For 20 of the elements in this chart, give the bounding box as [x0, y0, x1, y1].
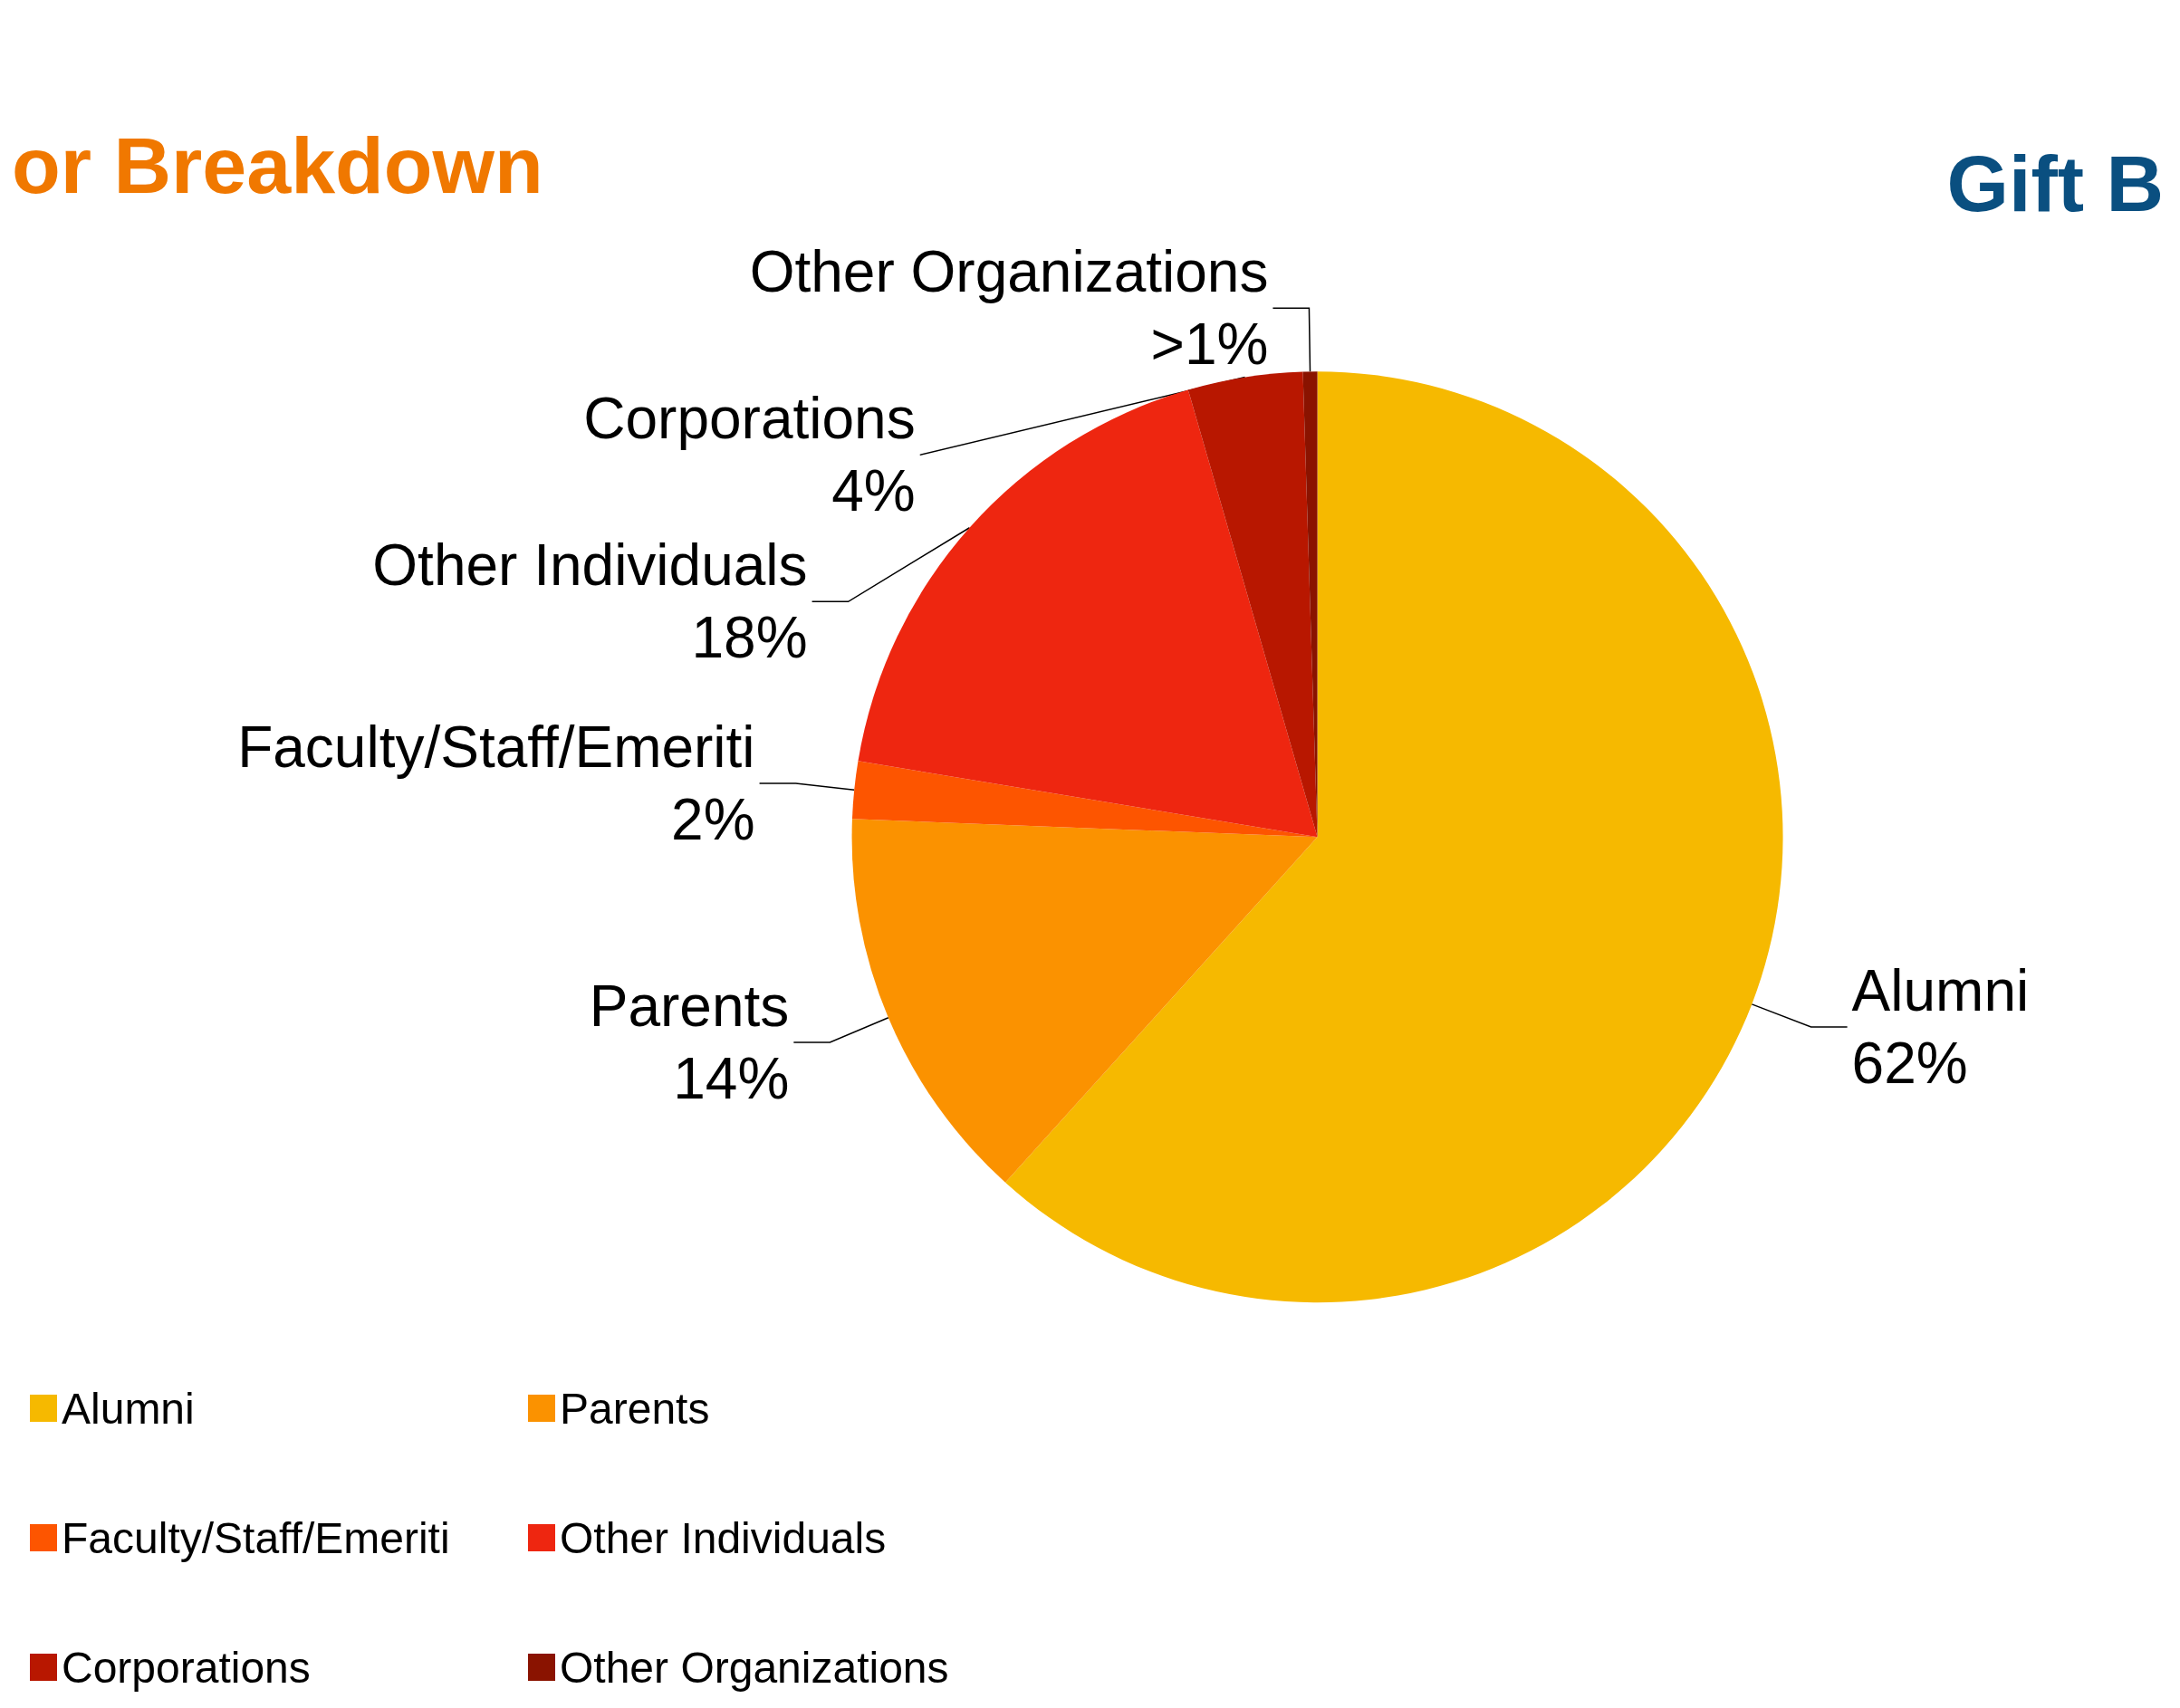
slice-label: Faculty/Staff/Emeriti	[237, 715, 755, 781]
slice-label: Corporations	[583, 386, 916, 452]
data-label: 4%	[831, 458, 916, 524]
legend-label: Faculty/Staff/Emeriti	[62, 1513, 450, 1562]
data-label: 62%	[1851, 1031, 1968, 1097]
legend-label: Alumni	[62, 1384, 195, 1433]
data-label: 14%	[673, 1045, 790, 1111]
slice-label: Other Organizations	[749, 239, 1269, 305]
chart-title: or Breakdown	[12, 120, 543, 210]
legend-label: Corporations	[62, 1643, 311, 1692]
slice-label: Alumni	[1851, 958, 2030, 1024]
legend-label: Other Individuals	[560, 1513, 887, 1562]
legend-label: Parents	[560, 1384, 710, 1433]
text: Gift B	[1946, 138, 2165, 228]
data-label: 18%	[691, 605, 808, 671]
data-label: >1%	[1150, 312, 1269, 378]
legend-label: Other Organizations	[560, 1643, 949, 1692]
data-label: 2%	[671, 787, 755, 853]
slice-label: Other Individuals	[372, 533, 808, 599]
slice-label: Parents	[589, 973, 790, 1039]
